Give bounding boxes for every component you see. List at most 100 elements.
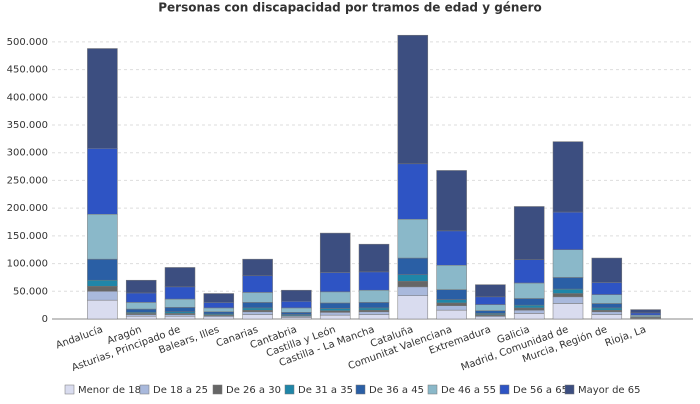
legend-swatch bbox=[213, 385, 222, 394]
legend-label: De 18 a 25 bbox=[153, 385, 208, 396]
y-tick-label: 50.000 bbox=[13, 286, 48, 297]
bar-segment bbox=[243, 276, 273, 293]
bar-segment bbox=[475, 317, 505, 319]
y-tick-label: 250.000 bbox=[7, 175, 48, 186]
y-tick-label: 200.000 bbox=[7, 203, 48, 214]
bar-segment bbox=[126, 280, 156, 293]
bar-segment bbox=[359, 302, 389, 308]
bar-segment bbox=[320, 312, 350, 315]
bar-segment bbox=[553, 277, 583, 289]
bar-segment bbox=[398, 281, 428, 287]
legend-label: De 46 a 55 bbox=[441, 385, 496, 396]
bar-segment bbox=[281, 312, 311, 314]
bar-segment bbox=[359, 308, 389, 310]
bar-segment bbox=[553, 212, 583, 250]
bar-segment bbox=[398, 296, 428, 319]
bar-segment bbox=[320, 308, 350, 310]
bar-segment bbox=[437, 310, 467, 319]
bar-segment bbox=[165, 299, 195, 307]
bar-segment bbox=[475, 297, 505, 305]
legend-label: De 26 a 30 bbox=[226, 385, 281, 396]
bar-segment bbox=[243, 259, 273, 276]
x-tick-label: Rioja, La bbox=[604, 324, 648, 349]
bar-segment bbox=[359, 315, 389, 319]
bar-segment bbox=[553, 142, 583, 212]
bar-segment bbox=[243, 315, 273, 319]
bar-segment bbox=[243, 292, 273, 302]
y-tick-label: 450.000 bbox=[7, 65, 48, 76]
bar-segment bbox=[320, 303, 350, 309]
bar-segment bbox=[126, 302, 156, 309]
bar-segment bbox=[437, 306, 467, 310]
legend-label: Menor de 18 bbox=[78, 385, 141, 396]
bar-segment bbox=[320, 233, 350, 272]
y-tick-label: 300.000 bbox=[7, 148, 48, 159]
bar-segment bbox=[553, 289, 583, 293]
bar-segment bbox=[514, 305, 544, 308]
bar-segment bbox=[281, 301, 311, 308]
bar-segment bbox=[359, 272, 389, 290]
bar-segment bbox=[320, 272, 350, 291]
bar-segment bbox=[320, 315, 350, 319]
bar-segment bbox=[204, 302, 234, 308]
bar-segment bbox=[592, 312, 622, 315]
y-tick-label: 0 bbox=[42, 314, 48, 325]
legend-label: De 36 a 45 bbox=[369, 385, 424, 396]
bar-segment bbox=[553, 297, 583, 304]
bar-segment bbox=[243, 312, 273, 315]
legend-swatch bbox=[140, 385, 149, 394]
bar-segment bbox=[592, 295, 622, 304]
legend-label: De 31 a 35 bbox=[298, 385, 353, 396]
bar-segment bbox=[514, 308, 544, 310]
chart-title: Personas con discapacidad por tramos de … bbox=[158, 1, 542, 15]
bar-segment bbox=[475, 305, 505, 311]
bar-segment bbox=[437, 170, 467, 230]
bar-segment bbox=[204, 317, 234, 319]
bar-segment bbox=[592, 303, 622, 307]
bar-segment bbox=[514, 283, 544, 299]
bar-segment bbox=[437, 290, 467, 300]
bar-segment bbox=[87, 300, 117, 319]
y-tick-label: 500.000 bbox=[7, 37, 48, 48]
bar-segment bbox=[87, 148, 117, 214]
bar-segment bbox=[631, 310, 661, 313]
bar-segment bbox=[592, 308, 622, 310]
bar-segment bbox=[204, 312, 234, 314]
bar-segment bbox=[87, 259, 117, 280]
bar-segment bbox=[514, 260, 544, 283]
legend-swatch bbox=[356, 385, 365, 394]
bar-segment bbox=[320, 292, 350, 303]
bar-segment bbox=[398, 287, 428, 296]
bar-segment bbox=[87, 286, 117, 291]
bar-segment bbox=[398, 258, 428, 275]
bar-segment bbox=[553, 250, 583, 278]
y-tick-label: 100.000 bbox=[7, 259, 48, 270]
bar-segment bbox=[592, 258, 622, 282]
bar-segment bbox=[631, 313, 661, 315]
bar-segment bbox=[87, 214, 117, 259]
bar-segment bbox=[281, 290, 311, 301]
legend-swatch bbox=[285, 385, 294, 394]
bar-segment bbox=[359, 312, 389, 315]
y-tick-label: 350.000 bbox=[7, 120, 48, 131]
bar-segment bbox=[87, 280, 117, 286]
bar-segment bbox=[514, 310, 544, 313]
bar-segment bbox=[437, 303, 467, 306]
bar-segment bbox=[281, 308, 311, 312]
legend-swatch bbox=[500, 385, 509, 394]
bar-segment bbox=[359, 244, 389, 272]
bar-segment bbox=[204, 294, 234, 303]
y-tick-label: 150.000 bbox=[7, 231, 48, 242]
bar-segment bbox=[553, 303, 583, 319]
bar-segment bbox=[437, 231, 467, 265]
x-tick-label: Andalucía bbox=[54, 323, 104, 351]
bar-segment bbox=[514, 313, 544, 319]
bar-segment bbox=[475, 311, 505, 314]
bar-segment bbox=[165, 307, 195, 311]
bar-segment bbox=[437, 300, 467, 303]
bar-segment bbox=[87, 291, 117, 300]
bar-segment bbox=[126, 316, 156, 319]
legend-swatch bbox=[565, 385, 574, 394]
legend-label: De 56 a 65 bbox=[513, 385, 568, 396]
bar-segment bbox=[165, 267, 195, 286]
